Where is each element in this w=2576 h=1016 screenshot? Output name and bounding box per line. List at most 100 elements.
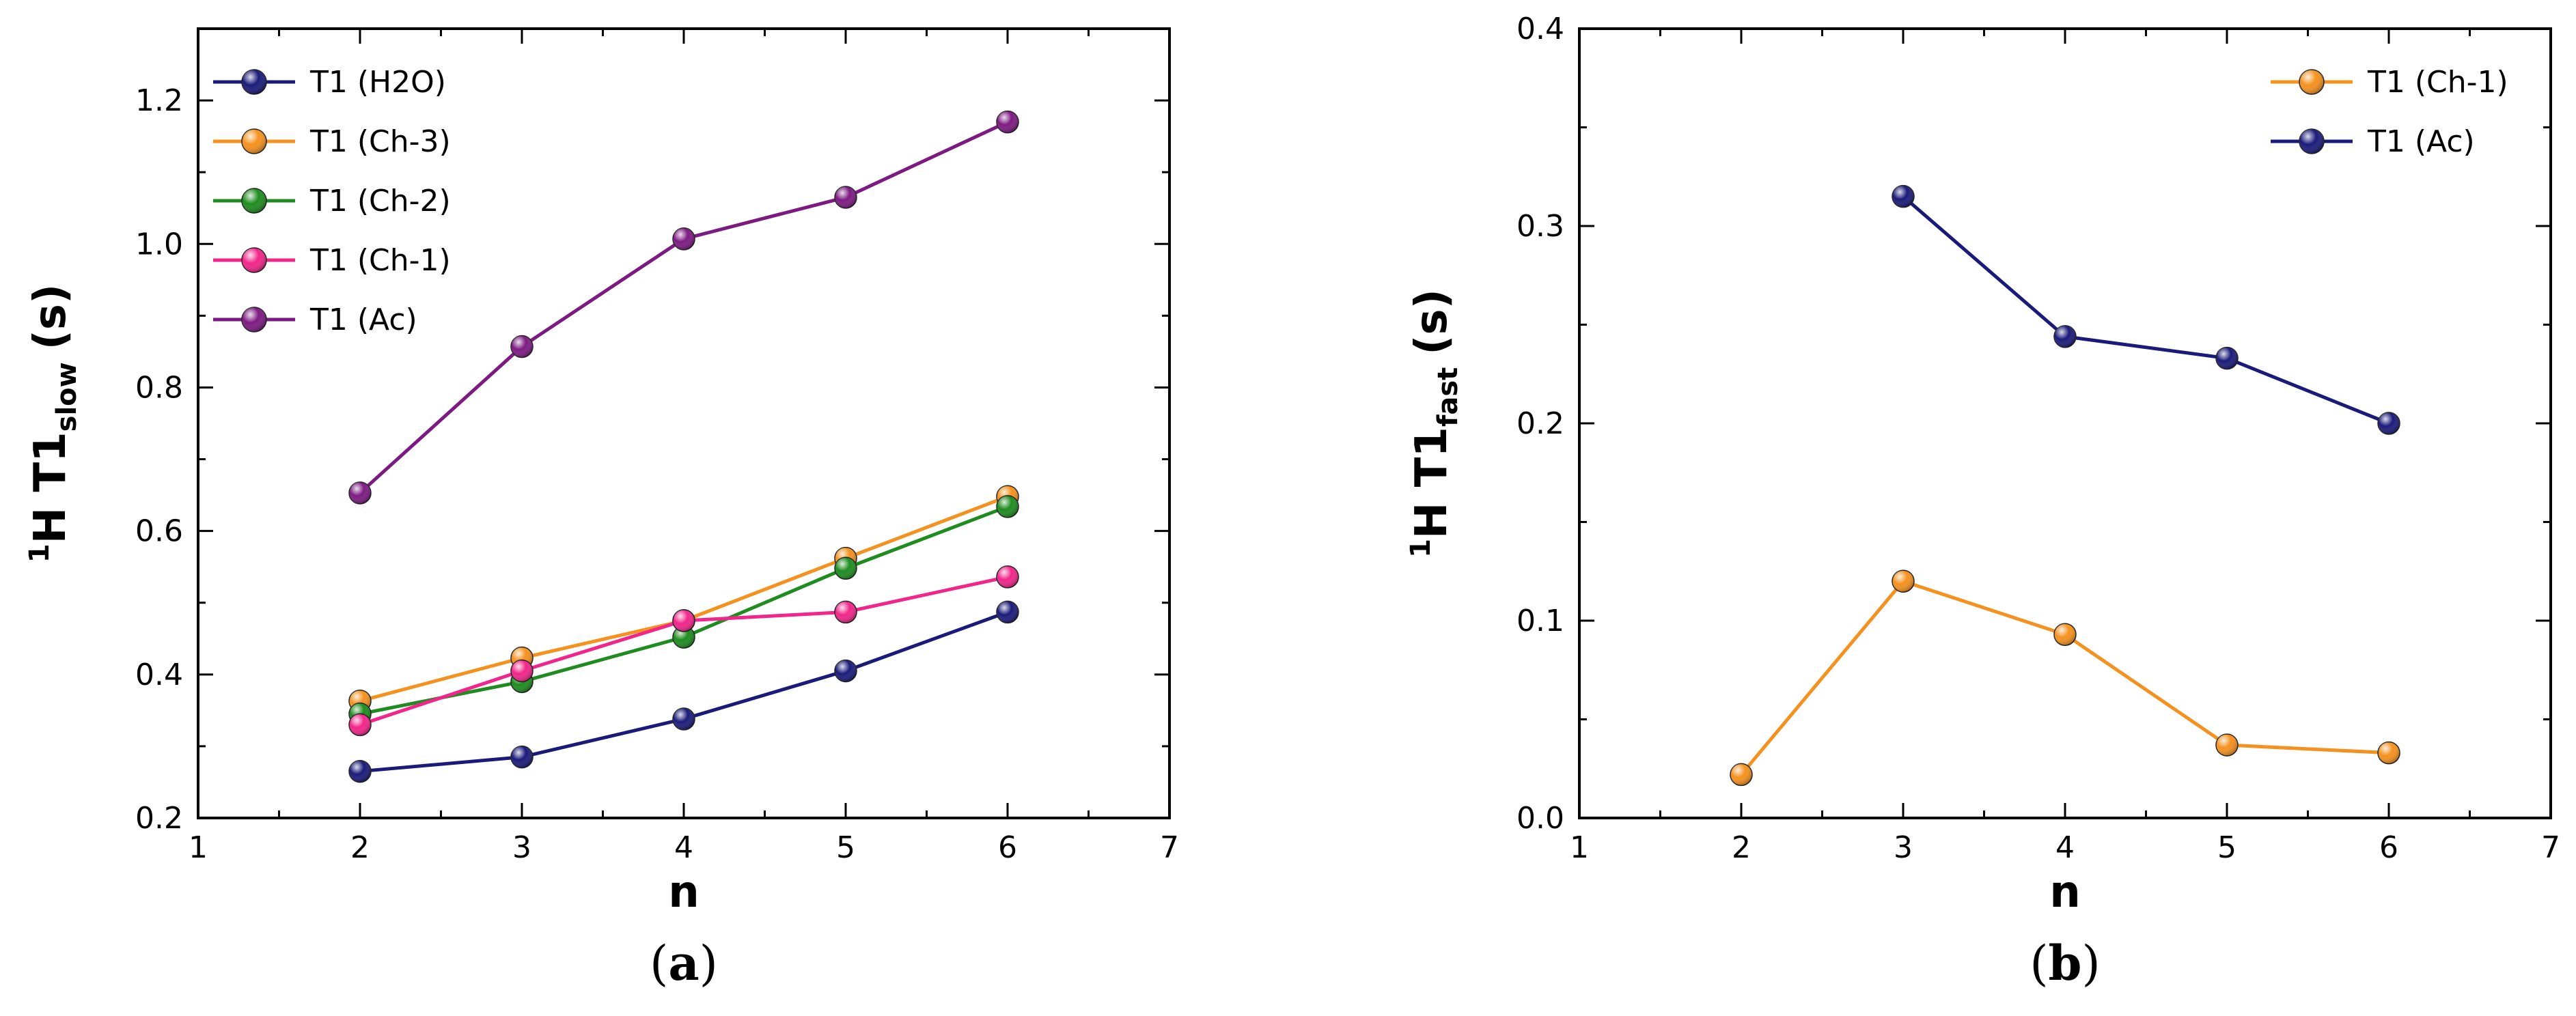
- data-point-shine: [511, 335, 533, 358]
- data-point: [2053, 325, 2077, 348]
- data-point-shine: [673, 626, 695, 649]
- y-axis-title-sub: fast: [1432, 367, 1464, 427]
- data-point-shine: [2054, 623, 2076, 646]
- data-point-shine: [997, 601, 1019, 623]
- data-point: [834, 600, 857, 624]
- data-point: [2215, 346, 2239, 370]
- x-tick-label: 6: [998, 830, 1017, 865]
- legend-item: T1 (H2O): [213, 65, 446, 100]
- legend-marker-shine: [242, 248, 266, 272]
- data-point-shine: [2378, 412, 2400, 434]
- data-point-shine: [835, 557, 857, 580]
- data-point: [1730, 763, 1753, 787]
- legend-item: T1 (Ch-3): [213, 124, 451, 159]
- data-point-shine: [673, 227, 695, 250]
- data-point: [672, 609, 695, 632]
- data-point-shine: [835, 186, 857, 208]
- legend: T1 (H2O) T1 (Ch-3) T1 (Ch-2) T1 (Ch-1) T1 (A…: [213, 65, 451, 337]
- data-point: [2215, 733, 2239, 757]
- data-point: [2053, 623, 2077, 646]
- data-point-shine: [1892, 185, 1914, 208]
- y-tick-label: 0.3: [1516, 209, 1564, 244]
- y-tick-label: 0.1: [1516, 604, 1564, 638]
- legend-label: T1 (Ch-2): [309, 184, 451, 218]
- series-line: [1740, 579, 2390, 776]
- panel-caption: (b): [2030, 935, 2101, 991]
- series-1: [1892, 184, 2400, 435]
- y-axis-title-main: H T1: [1407, 427, 1457, 539]
- data-point-shine: [997, 111, 1019, 133]
- data-point: [672, 227, 695, 251]
- legend-label: T1 (Ch-3): [309, 124, 451, 159]
- panel-caption: (a): [650, 935, 718, 991]
- y-tick-label: 1.0: [135, 227, 183, 262]
- x-tick-label: 6: [2379, 830, 2398, 865]
- legend-marker-shine: [242, 307, 266, 332]
- legend-label: T1 (Ch-1): [2367, 65, 2508, 100]
- data-point-shine: [2216, 347, 2238, 369]
- x-tick-label: 1: [1570, 830, 1589, 865]
- data-point: [834, 659, 857, 683]
- legend-item: T1 (Ac): [213, 302, 417, 337]
- caption-open: (: [650, 935, 668, 991]
- x-axis-title: n: [2049, 867, 2081, 918]
- legend-label: T1 (H2O): [309, 65, 446, 100]
- y-axis-title: 1H T1fast (s): [1405, 289, 1464, 558]
- x-tick-label: 3: [1894, 830, 1913, 865]
- x-tick-label: 7: [2541, 830, 2560, 865]
- legend-item: T1 (Ch-1): [2271, 65, 2508, 100]
- x-tick-label: 5: [836, 830, 855, 865]
- y-tick-label: 0.0: [1516, 801, 1564, 836]
- series-0: [1730, 569, 2400, 787]
- series-line: [1902, 195, 2390, 425]
- legend-marker-shine: [2299, 70, 2324, 94]
- series-3: [348, 565, 1019, 737]
- legend: T1 (Ch-1) T1 (Ac): [2271, 65, 2508, 159]
- data-point: [2377, 412, 2400, 435]
- legend-item: T1 (Ac): [2271, 124, 2475, 159]
- data-point: [834, 556, 857, 580]
- data-point-shine: [511, 660, 533, 682]
- data-point-shine: [1730, 763, 1752, 786]
- x-tick-label: 4: [674, 830, 693, 865]
- data-point-shine: [997, 495, 1019, 518]
- caption-letter: a: [668, 935, 699, 991]
- data-point: [348, 713, 372, 737]
- y-axis-title-unit: (s): [25, 284, 76, 350]
- data-point-shine: [2054, 325, 2076, 348]
- legend-item: T1 (Ch-1): [213, 243, 451, 278]
- data-point: [510, 659, 534, 683]
- data-point-shine: [349, 760, 371, 782]
- data-point: [2377, 741, 2400, 765]
- x-tick-label: 2: [1732, 830, 1751, 865]
- x-tick-label: 4: [2055, 830, 2075, 865]
- data-point: [996, 565, 1019, 589]
- caption-open: (: [2030, 935, 2048, 991]
- legend-item: T1 (Ch-2): [213, 184, 451, 218]
- x-tick-label: 2: [350, 830, 370, 865]
- legend-label: T1 (Ac): [309, 302, 417, 337]
- caption-close: ): [700, 935, 718, 991]
- x-tick-label: 7: [1160, 830, 1179, 865]
- series-line: [359, 575, 1008, 726]
- y-tick-label: 0.2: [135, 801, 183, 836]
- data-point: [510, 335, 534, 358]
- data-point: [510, 745, 534, 769]
- y-tick-label: 0.4: [135, 658, 183, 692]
- series-4: [348, 110, 1019, 505]
- data-point-shine: [1892, 570, 1914, 593]
- data-point-shine: [673, 707, 695, 730]
- y-axis-title-sup: 1: [24, 544, 55, 563]
- legend-marker-shine: [242, 188, 266, 213]
- x-tick-label: 3: [512, 830, 531, 865]
- data-point: [348, 481, 372, 505]
- data-point-shine: [673, 610, 695, 632]
- data-point: [1892, 569, 1915, 593]
- y-tick-label: 0.8: [135, 370, 183, 405]
- data-point: [834, 186, 857, 209]
- legend-marker-shine: [242, 129, 266, 154]
- data-point: [348, 759, 372, 783]
